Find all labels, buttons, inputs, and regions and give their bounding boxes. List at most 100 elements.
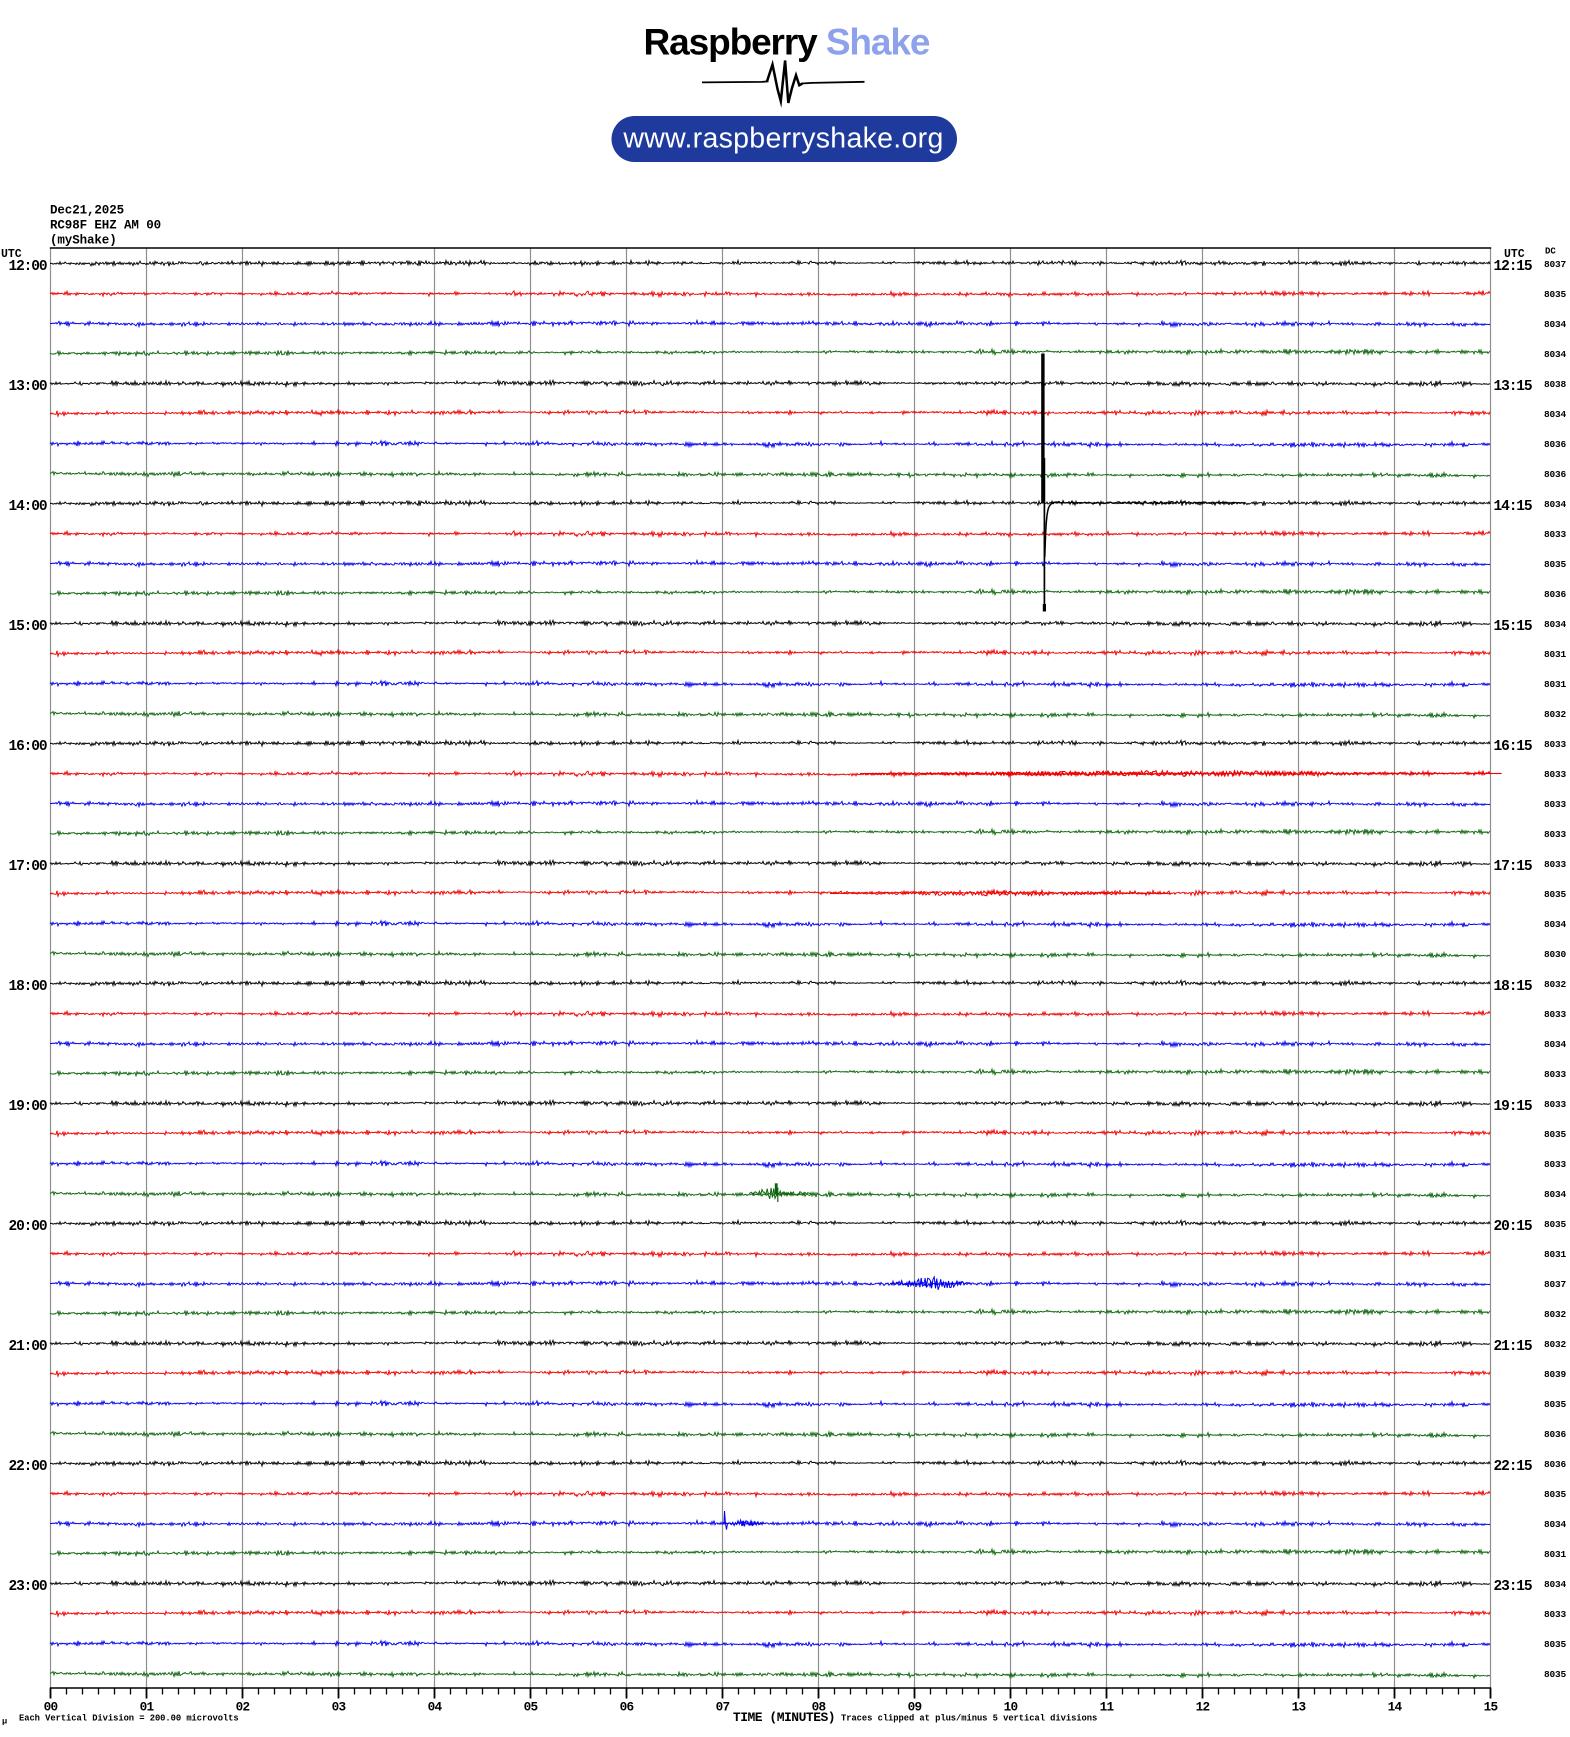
svg-text:07: 07 (716, 1700, 730, 1715)
svg-text:8034: 8034 (1544, 319, 1567, 330)
svg-text:21:00: 21:00 (8, 1339, 46, 1355)
svg-text:8034: 8034 (1544, 1579, 1567, 1590)
svg-text:8034: 8034 (1544, 919, 1567, 930)
svg-text:16:15: 16:15 (1494, 739, 1532, 755)
svg-text:04: 04 (428, 1700, 443, 1715)
svg-text:8035: 8035 (1544, 1489, 1567, 1500)
svg-text:20:15: 20:15 (1494, 1219, 1532, 1235)
svg-text:UTC: UTC (1, 248, 22, 261)
svg-text:8031: 8031 (1544, 649, 1567, 660)
svg-text:17:00: 17:00 (8, 859, 46, 875)
svg-text:8033: 8033 (1544, 1009, 1567, 1020)
svg-text:8035: 8035 (1544, 1639, 1567, 1650)
svg-text:01: 01 (140, 1700, 155, 1715)
svg-text:20:00: 20:00 (8, 1219, 46, 1235)
svg-text:Traces clipped at plus/minus 5: Traces clipped at plus/minus 5 vertical … (841, 1714, 1097, 1724)
svg-text:18:15: 18:15 (1494, 979, 1532, 995)
svg-text:Each Vertical Division = 200.: Each Vertical Division = 200.00 microvol… (19, 1714, 239, 1724)
svg-text:www.raspberryshake.org: www.raspberryshake.org (622, 123, 943, 155)
svg-text:8032: 8032 (1544, 979, 1567, 990)
svg-text:8036: 8036 (1544, 439, 1567, 450)
svg-text:23:15: 23:15 (1494, 1579, 1532, 1595)
svg-text:06: 06 (620, 1700, 634, 1715)
svg-text:TIME (MINUTES): TIME (MINUTES) (733, 1710, 835, 1725)
svg-text:09: 09 (908, 1700, 922, 1715)
svg-text:19:00: 19:00 (8, 1099, 46, 1115)
svg-text:RC98F EHZ AM 00: RC98F EHZ AM 00 (50, 219, 161, 233)
svg-text:18:00: 18:00 (8, 979, 46, 995)
svg-text:22:00: 22:00 (8, 1459, 46, 1475)
svg-text:8034: 8034 (1544, 499, 1567, 510)
svg-text:21:15: 21:15 (1494, 1339, 1532, 1355)
svg-text:00: 00 (44, 1700, 58, 1715)
svg-text:15:15: 15:15 (1494, 619, 1532, 635)
svg-text:12:00: 12:00 (8, 259, 46, 275)
svg-text:13:00: 13:00 (8, 379, 46, 395)
svg-text:8036: 8036 (1544, 469, 1567, 480)
svg-text:8035: 8035 (1544, 1219, 1567, 1230)
svg-text:22:15: 22:15 (1494, 1459, 1532, 1475)
svg-text:8032: 8032 (1544, 709, 1567, 720)
svg-text:8036: 8036 (1544, 1429, 1567, 1440)
svg-text:15:00: 15:00 (8, 619, 46, 635)
svg-text:14: 14 (1388, 1700, 1403, 1715)
svg-text:8033: 8033 (1544, 769, 1567, 780)
svg-text:8034: 8034 (1544, 1189, 1567, 1200)
svg-text:UTC: UTC (1504, 248, 1525, 261)
svg-text:(myShake): (myShake) (50, 234, 117, 248)
svg-text:Raspberry Shake: Raspberry Shake (644, 22, 930, 63)
svg-text:8034: 8034 (1544, 1519, 1567, 1530)
svg-text:14:00: 14:00 (8, 499, 46, 515)
svg-text:8034: 8034 (1544, 409, 1567, 420)
svg-text:8036: 8036 (1544, 589, 1567, 600)
svg-text:8034: 8034 (1544, 349, 1567, 360)
svg-text:02: 02 (236, 1700, 250, 1715)
svg-text:12: 12 (1196, 1700, 1210, 1715)
svg-text:12:15: 12:15 (1494, 259, 1532, 275)
svg-text:17:15: 17:15 (1494, 859, 1532, 875)
svg-text:8035: 8035 (1544, 1669, 1567, 1680)
svg-text:8034: 8034 (1544, 619, 1567, 630)
svg-text:23:00: 23:00 (8, 1579, 46, 1595)
svg-text:8035: 8035 (1544, 1129, 1567, 1140)
svg-text:8032: 8032 (1544, 1339, 1567, 1350)
svg-text:8033: 8033 (1544, 529, 1567, 540)
svg-text:8038: 8038 (1544, 379, 1567, 390)
svg-text:15: 15 (1484, 1700, 1498, 1715)
svg-text:8037: 8037 (1544, 259, 1567, 270)
svg-text:8031: 8031 (1544, 1249, 1567, 1260)
svg-text:μ: μ (2, 1716, 7, 1726)
svg-text:8033: 8033 (1544, 799, 1567, 810)
svg-text:8034: 8034 (1544, 1039, 1567, 1050)
svg-text:8033: 8033 (1544, 829, 1567, 840)
svg-text:8033: 8033 (1544, 1099, 1567, 1110)
svg-text:8032: 8032 (1544, 1309, 1567, 1320)
svg-text:8031: 8031 (1544, 679, 1567, 690)
svg-text:8033: 8033 (1544, 1069, 1567, 1080)
svg-text:14:15: 14:15 (1494, 499, 1532, 515)
svg-text:8035: 8035 (1544, 289, 1567, 300)
svg-text:8030: 8030 (1544, 949, 1567, 960)
svg-text:8039: 8039 (1544, 1369, 1567, 1380)
svg-text:13:15: 13:15 (1494, 379, 1532, 395)
svg-text:DC: DC (1545, 247, 1556, 257)
svg-text:8031: 8031 (1544, 1549, 1567, 1560)
svg-text:8033: 8033 (1544, 1609, 1567, 1620)
svg-text:03: 03 (332, 1700, 346, 1715)
svg-text:13: 13 (1292, 1700, 1306, 1715)
svg-text:8037: 8037 (1544, 1279, 1567, 1290)
svg-text:08: 08 (812, 1700, 826, 1715)
svg-text:05: 05 (524, 1700, 538, 1715)
svg-text:19:15: 19:15 (1494, 1099, 1532, 1115)
svg-text:10: 10 (1004, 1700, 1018, 1715)
svg-text:8033: 8033 (1544, 859, 1567, 870)
svg-text:11: 11 (1100, 1700, 1115, 1715)
svg-text:Dec21,2025: Dec21,2025 (50, 204, 124, 218)
svg-text:8035: 8035 (1544, 1399, 1567, 1410)
svg-text:8033: 8033 (1544, 739, 1567, 750)
svg-text:8036: 8036 (1544, 1459, 1567, 1470)
svg-text:16:00: 16:00 (8, 739, 46, 755)
svg-text:8035: 8035 (1544, 889, 1567, 900)
svg-text:8035: 8035 (1544, 559, 1567, 570)
svg-text:8033: 8033 (1544, 1159, 1567, 1170)
